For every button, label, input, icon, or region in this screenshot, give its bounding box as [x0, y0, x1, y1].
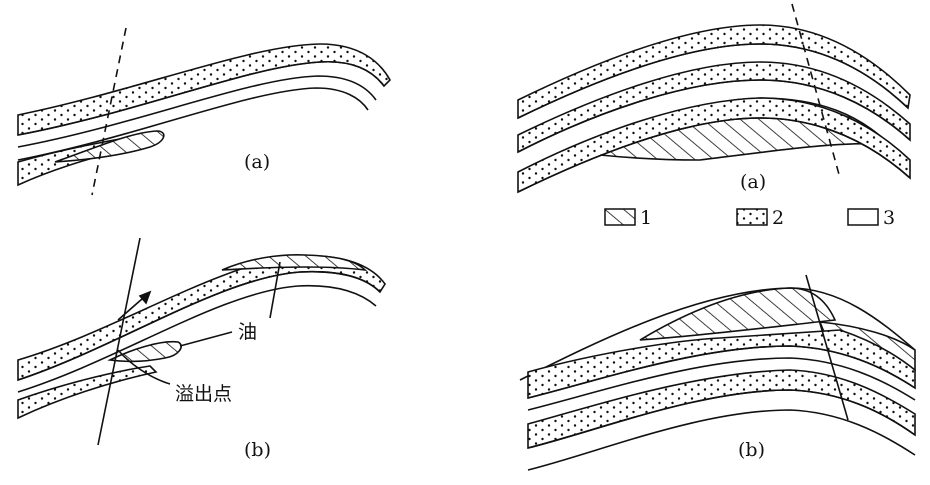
bed-line — [527, 389, 916, 449]
fault-line — [805, 274, 849, 421]
shale-layer-line — [17, 284, 377, 393]
sand-layer — [17, 255, 386, 382]
bed-line — [527, 409, 916, 471]
label-left-a: (a) — [244, 151, 270, 173]
shale-layer-line — [517, 43, 909, 119]
shale-layer-line — [517, 117, 911, 193]
shale-layer-line — [17, 270, 381, 381]
label-right-b: (b) — [738, 439, 765, 461]
legend — [604, 208, 879, 226]
spill-leader — [117, 349, 171, 385]
label-spill-point: 溢出点 — [175, 383, 232, 405]
label-left-b: (b) — [244, 439, 271, 461]
label-oil: 油 — [238, 321, 257, 343]
legend-swatch-dots — [736, 208, 768, 226]
bed-line — [527, 357, 916, 411]
oil-layer — [639, 287, 837, 341]
fault-line — [97, 237, 141, 446]
panel-right-b — [519, 274, 916, 471]
panel-right-a — [517, 3, 911, 194]
panel-left-b — [17, 237, 386, 446]
arrow-head — [138, 290, 152, 305]
legend-label-2: 2 — [772, 207, 784, 229]
shale-layer-line — [17, 75, 377, 148]
legend-label-3: 3 — [883, 207, 895, 229]
panel-left-a — [17, 27, 391, 196]
label-right-a: (a) — [740, 171, 766, 193]
oil-leader — [179, 331, 233, 347]
legend-swatch-hatch — [604, 208, 636, 226]
legend-label-1: 1 — [640, 207, 652, 229]
fault-line — [91, 27, 127, 196]
bed-line — [527, 345, 916, 399]
shale-layer-line — [17, 87, 369, 161]
legend-swatch-blank — [847, 208, 879, 226]
fault-line — [791, 3, 841, 179]
bed-line — [519, 287, 916, 381]
oil-leader — [269, 261, 281, 319]
lower-sand-layer — [17, 365, 158, 420]
oil-lens — [107, 340, 182, 363]
shale-layer-line — [17, 60, 385, 136]
oil-cap — [221, 254, 368, 272]
shale-layer-line — [517, 79, 911, 153]
